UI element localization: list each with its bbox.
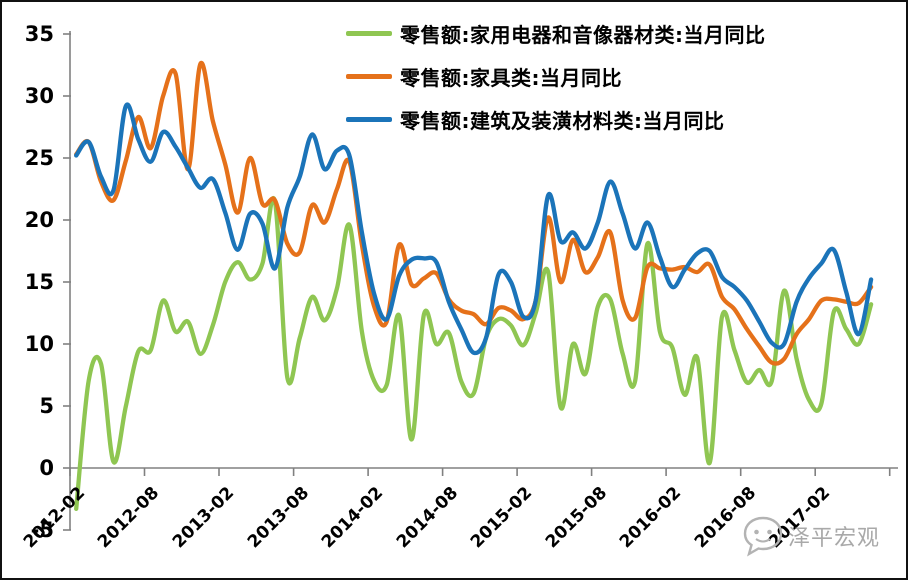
y-axis-label: 10: [24, 332, 54, 356]
speech-bubble-logo-icon: [743, 516, 783, 557]
y-axis-label: 30: [24, 84, 54, 108]
y-axis-label: -5: [30, 518, 54, 542]
y-axis-label: 20: [24, 208, 54, 232]
legend-item-building-materials: 零售额:建筑及装潢材料类:当月同比: [346, 98, 766, 141]
y-axis-label: 15: [24, 270, 54, 294]
y-axis-label: 35: [24, 22, 54, 46]
series-line-2: [74, 102, 874, 356]
legend-swatch-green: [346, 31, 392, 36]
y-axis-label: 25: [24, 146, 54, 170]
legend-item-furniture: 零售额:家具类:当月同比: [346, 55, 766, 98]
chart-legend: 零售额:家用电器和音像器材类:当月同比 零售额:家具类:当月同比 零售额:建筑及…: [346, 12, 766, 141]
series-line-0: [74, 196, 874, 512]
legend-label-appliances: 零售额:家用电器和音像器材类:当月同比: [400, 23, 766, 47]
series-line-1: [74, 60, 874, 366]
watermark: 泽平宏观: [742, 514, 880, 558]
legend-label-furniture: 零售额:家具类:当月同比: [400, 66, 622, 90]
legend-item-appliances: 零售额:家用电器和音像器材类:当月同比: [346, 12, 766, 55]
legend-swatch-orange: [346, 74, 392, 79]
y-axis-label: 5: [39, 394, 54, 418]
legend-swatch-blue: [346, 117, 392, 122]
legend-label-building-materials: 零售额:建筑及装潢材料类:当月同比: [400, 109, 725, 133]
y-axis-label: 0: [39, 456, 54, 480]
watermark-text: 泽平宏观: [788, 526, 881, 551]
